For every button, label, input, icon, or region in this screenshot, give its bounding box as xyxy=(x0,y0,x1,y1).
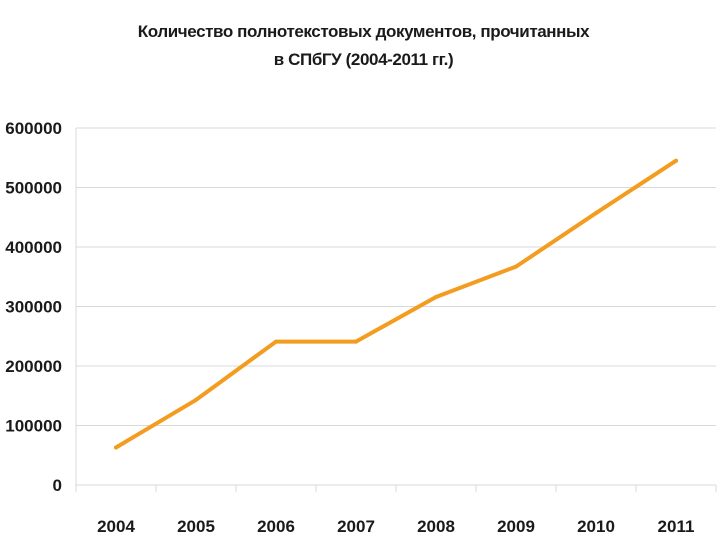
y-tick-label: 500000 xyxy=(5,179,62,198)
chart-title: Количество полнотекстовых документов, пр… xyxy=(0,18,720,74)
y-tick-label: 300000 xyxy=(5,298,62,317)
data-point xyxy=(354,339,358,344)
y-tick-label: 200000 xyxy=(5,357,62,376)
data-point xyxy=(194,397,198,402)
data-point xyxy=(514,264,518,269)
data-point xyxy=(594,211,598,216)
data-point xyxy=(674,158,678,163)
data-point xyxy=(114,445,118,450)
chart-title-line-2: в СПбГУ (2004-2011 гг.) xyxy=(273,50,454,69)
data-point xyxy=(274,339,278,344)
x-tick-label: 2011 xyxy=(658,517,695,536)
x-tick-label: 2008 xyxy=(417,517,455,536)
x-tick-label: 2007 xyxy=(337,517,375,536)
chart-title-line-1: Количество полнотекстовых документов, пр… xyxy=(137,22,590,41)
y-tick-label: 600000 xyxy=(5,119,62,138)
series-line xyxy=(114,158,678,450)
y-tick-label: 0 xyxy=(53,476,62,495)
x-tick-label: 2010 xyxy=(577,517,615,536)
data-point xyxy=(434,294,438,299)
x-tick-label: 2006 xyxy=(257,517,295,536)
x-tick-label: 2009 xyxy=(497,517,535,536)
y-tick-label: 100000 xyxy=(5,417,62,436)
x-tick-label: 2005 xyxy=(177,517,215,536)
x-tick-label: 2004 xyxy=(97,517,135,536)
y-tick-label: 400000 xyxy=(5,238,62,257)
